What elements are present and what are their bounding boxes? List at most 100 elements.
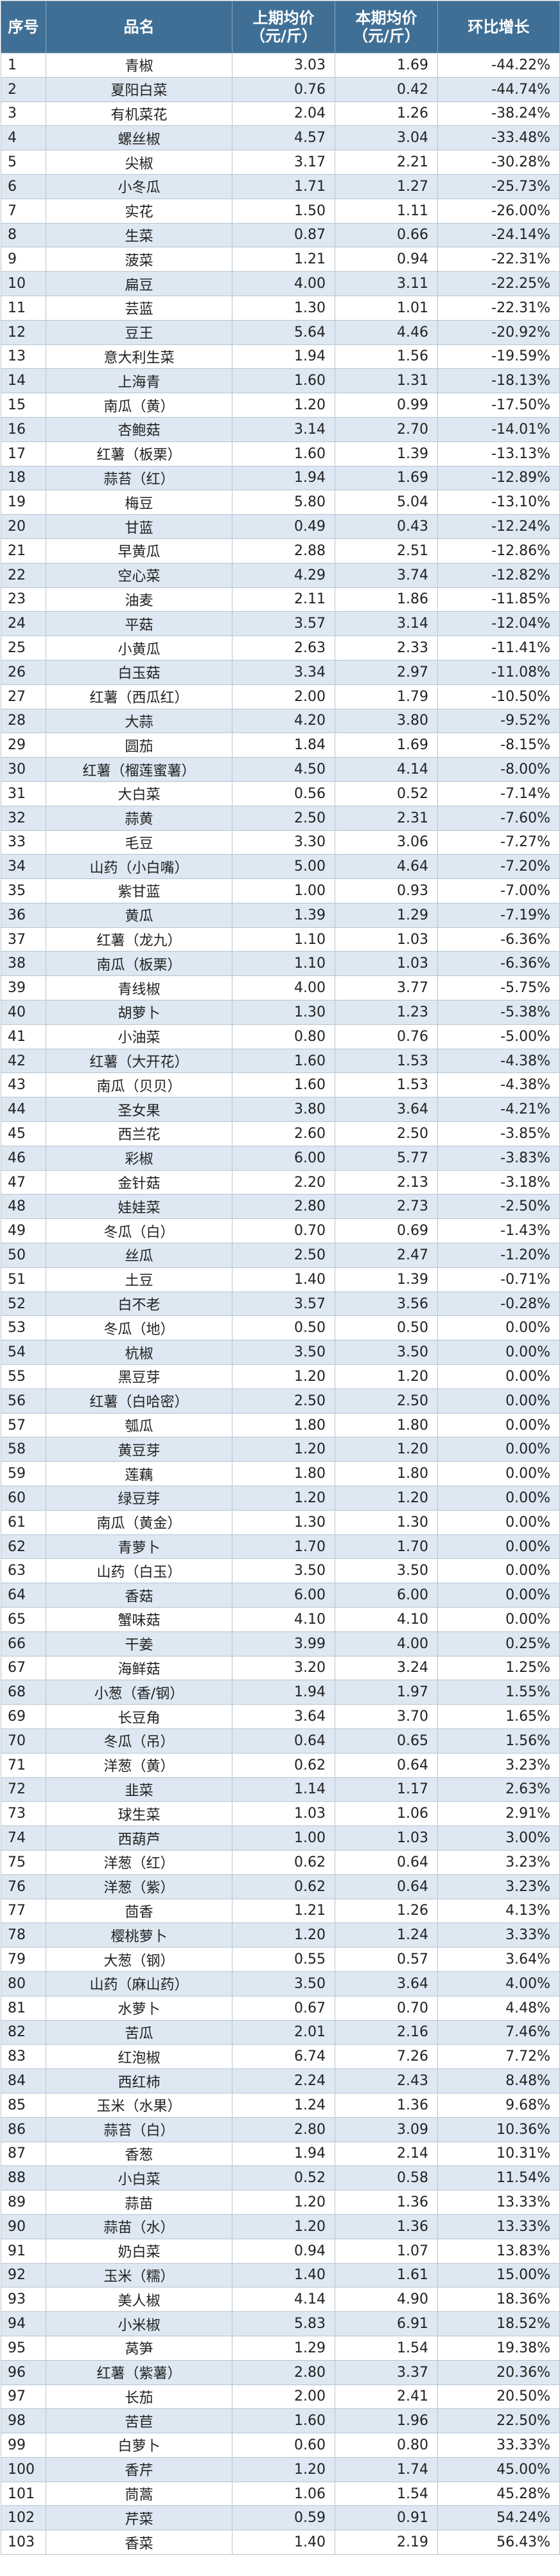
cell-no: 64 — [1, 1583, 46, 1608]
cell-name: 蒜苗（水） — [46, 2214, 232, 2239]
cell-curr-price: 2.51 — [335, 538, 438, 564]
cell-no: 20 — [1, 514, 46, 539]
cell-name: 生菜 — [46, 222, 232, 248]
cell-no: 82 — [1, 2020, 46, 2045]
cell-curr-price: 1.36 — [335, 2092, 438, 2118]
table-row: 100 香芹 1.20 1.74 45.00% — [1, 2456, 560, 2482]
cell-no: 59 — [1, 1461, 46, 1487]
cell-curr-price: 3.77 — [335, 975, 438, 1001]
cell-curr-price: 1.96 — [335, 2408, 438, 2434]
cell-growth: 19.38% — [437, 2335, 560, 2361]
cell-name: 洋葱（紫） — [46, 1874, 232, 1899]
cell-growth: -25.73% — [437, 173, 560, 199]
cell-no: 8 — [1, 222, 46, 248]
table-row: 85 玉米（水果） 1.24 1.36 9.68% — [1, 2092, 560, 2118]
cell-growth: -4.38% — [437, 1048, 560, 1074]
cell-growth: 4.48% — [437, 1995, 560, 2021]
cell-growth: 2.91% — [437, 1801, 560, 1827]
cell-name: 娃娃菜 — [46, 1194, 232, 1220]
cell-growth: 10.31% — [437, 2141, 560, 2167]
cell-name: 小米椒 — [46, 2311, 232, 2336]
table-row: 102 芹菜 0.59 0.91 54.24% — [1, 2505, 560, 2531]
cell-curr-price: 1.11 — [335, 198, 438, 224]
cell-no: 10 — [1, 271, 46, 296]
cell-growth: -7.19% — [437, 902, 560, 928]
header-prev-line2: （元/斤） — [250, 27, 317, 45]
cell-name: 小白菜 — [46, 2165, 232, 2191]
cell-growth: 45.00% — [437, 2456, 560, 2482]
cell-name: 菠菜 — [46, 247, 232, 272]
cell-name: 小葱（香/钢） — [46, 1680, 232, 1705]
cell-prev-price: 1.60 — [232, 368, 335, 394]
cell-name: 蒜苔（红） — [46, 465, 232, 491]
cell-name: 螺丝椒 — [46, 125, 232, 151]
table-row: 24 平菇 3.57 3.14 -12.04% — [1, 611, 560, 637]
cell-no: 66 — [1, 1631, 46, 1657]
cell-growth: 4.13% — [437, 1898, 560, 1924]
cell-growth: -44.74% — [437, 76, 560, 102]
cell-prev-price: 1.24 — [232, 2092, 335, 2118]
cell-growth: -17.50% — [437, 393, 560, 418]
cell-growth: -7.00% — [437, 878, 560, 903]
table-row: 21 早黄瓜 2.88 2.51 -12.86% — [1, 538, 560, 564]
table-row: 11 芸蓝 1.30 1.01 -22.31% — [1, 295, 560, 321]
cell-curr-price: 3.04 — [335, 125, 438, 151]
cell-name: 小冬瓜 — [46, 173, 232, 199]
cell-prev-price: 0.64 — [232, 1728, 335, 1754]
cell-growth: 33.33% — [437, 2433, 560, 2458]
cell-name: 上海青 — [46, 368, 232, 394]
cell-name: 圆茄 — [46, 733, 232, 758]
cell-curr-price: 2.14 — [335, 2141, 438, 2167]
table-row: 63 山药（白玉） 3.50 3.50 0.00% — [1, 1558, 560, 1584]
cell-no: 2 — [1, 76, 46, 102]
table-row: 41 小油菜 0.80 0.76 -5.00% — [1, 1024, 560, 1049]
table-row: 90 蒜苗（水） 1.20 1.36 13.33% — [1, 2214, 560, 2239]
header-prev-price: 上期均价 （元/斤） — [232, 1, 335, 53]
cell-name: 实花 — [46, 198, 232, 224]
cell-curr-price: 0.64 — [335, 1849, 438, 1875]
cell-no: 35 — [1, 878, 46, 903]
cell-no: 29 — [1, 733, 46, 758]
cell-name: 甘蓝 — [46, 514, 232, 539]
table-row: 80 山药（麻山药） 3.50 3.64 4.00% — [1, 1971, 560, 1996]
cell-curr-price: 2.21 — [335, 150, 438, 175]
cell-curr-price: 1.86 — [335, 587, 438, 612]
cell-prev-price: 1.29 — [232, 2335, 335, 2361]
header-row: 序号 品名 上期均价 （元/斤） 本期均价 （元/斤） 环比增长 — [1, 1, 560, 53]
table-row: 86 蒜苔（白） 2.80 3.09 10.36% — [1, 2117, 560, 2142]
cell-prev-price: 1.30 — [232, 1509, 335, 1535]
table-row: 50 丝瓜 2.50 2.47 -1.20% — [1, 1243, 560, 1268]
table-row: 96 红薯（紫薯） 2.80 3.37 20.36% — [1, 2359, 560, 2385]
table-row: 52 白不老 3.57 3.56 -0.28% — [1, 1291, 560, 1317]
cell-prev-price: 4.20 — [232, 708, 335, 734]
cell-growth: -10.50% — [437, 684, 560, 709]
table-row: 62 青萝卜 1.70 1.70 0.00% — [1, 1534, 560, 1559]
cell-growth: 0.00% — [437, 1583, 560, 1608]
cell-no: 98 — [1, 2408, 46, 2434]
cell-curr-price: 0.91 — [335, 2505, 438, 2531]
table-row: 29 圆茄 1.84 1.69 -8.15% — [1, 733, 560, 758]
cell-no: 93 — [1, 2287, 46, 2313]
cell-no: 9 — [1, 247, 46, 272]
table-row: 82 苦瓜 2.01 2.16 7.46% — [1, 2020, 560, 2045]
table-row: 81 水萝卜 0.67 0.70 4.48% — [1, 1995, 560, 2021]
cell-curr-price: 0.57 — [335, 1947, 438, 1972]
cell-curr-price: 3.24 — [335, 1655, 438, 1681]
cell-name: 夏阳白菜 — [46, 76, 232, 102]
cell-curr-price: 1.20 — [335, 1486, 438, 1511]
cell-name: 瓠瓜 — [46, 1412, 232, 1438]
cell-growth: 2.63% — [437, 1777, 560, 1802]
cell-curr-price: 2.41 — [335, 2384, 438, 2410]
cell-prev-price: 2.24 — [232, 2068, 335, 2093]
cell-curr-price: 1.20 — [335, 1364, 438, 1389]
cell-no: 32 — [1, 805, 46, 831]
cell-curr-price: 1.29 — [335, 902, 438, 928]
cell-name: 早黄瓜 — [46, 538, 232, 564]
cell-no: 27 — [1, 684, 46, 709]
table-row: 91 奶白菜 0.94 1.07 13.83% — [1, 2238, 560, 2264]
table-row: 61 南瓜（黄金） 1.30 1.30 0.00% — [1, 1509, 560, 1535]
cell-no: 73 — [1, 1801, 46, 1827]
cell-curr-price: 1.39 — [335, 441, 438, 466]
cell-growth: -7.20% — [437, 854, 560, 880]
table-row: 49 冬瓜（白） 0.70 0.69 -1.43% — [1, 1218, 560, 1244]
